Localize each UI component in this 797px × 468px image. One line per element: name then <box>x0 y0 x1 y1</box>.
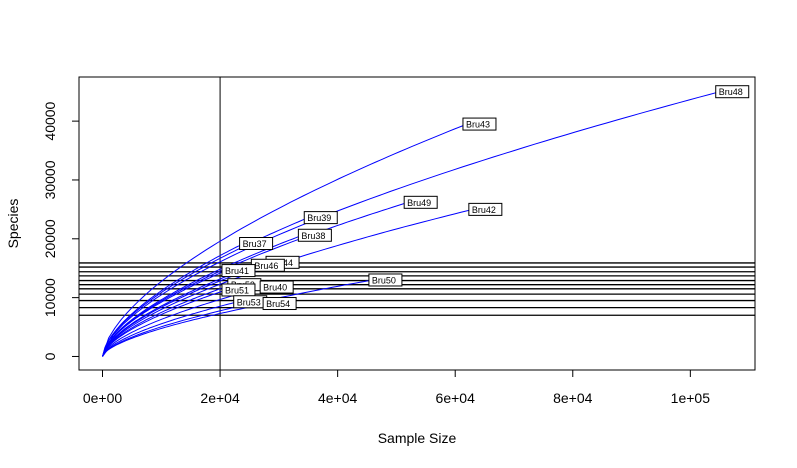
x-tick-label: 2e+04 <box>200 390 240 406</box>
rarefaction-curve <box>102 301 238 357</box>
curve-label: Bru38 <box>297 228 332 242</box>
rarefaction-curve <box>102 303 268 357</box>
curve-label-text: Bru39 <box>307 213 331 223</box>
curve-label-box <box>715 85 750 99</box>
curve-label: Bru54 <box>262 297 297 311</box>
curve-label-box <box>259 280 294 294</box>
y-tick-label: 10000 <box>42 278 58 317</box>
curve-label: Bru48 <box>715 85 750 99</box>
curve-label-text: Bru37 <box>243 239 267 249</box>
curve-label: Bru51 <box>221 283 256 297</box>
curve-label-text: Bru46 <box>254 261 278 271</box>
x-tick-label: 4e+04 <box>318 390 358 406</box>
y-axis: 0 10000 20000 30000 40000 <box>42 101 80 360</box>
x-axis: 0e+00 2e+04 4e+04 6e+04 8e+04 1e+05 <box>83 369 711 406</box>
rarefaction-curve <box>102 289 227 357</box>
curve-label-text: Bru53 <box>237 297 261 307</box>
rarefaction-curve <box>102 123 468 357</box>
y-tick-label: 40000 <box>42 101 58 140</box>
curve-label-text: Bru41 <box>225 266 249 276</box>
y-tick-label: 20000 <box>42 219 58 258</box>
rarefaction-curves <box>102 91 720 357</box>
rarefaction-curve <box>102 270 227 357</box>
curve-label-text: Bru42 <box>472 205 496 215</box>
curve-label-text: Bru49 <box>407 198 431 208</box>
x-tick-label: 6e+04 <box>436 390 476 406</box>
y-axis-title: Species <box>5 199 21 249</box>
rarefaction-curve <box>102 243 244 357</box>
y-tick-label: 30000 <box>42 160 58 199</box>
curve-label: Bru42 <box>468 202 503 216</box>
curve-label-box <box>297 228 332 242</box>
curve-label-box <box>462 117 497 131</box>
curve-label: Bru37 <box>239 237 274 251</box>
curve-label: Bru49 <box>403 195 438 209</box>
curve-label-text: Bru48 <box>719 87 743 97</box>
curve-label: Bru40 <box>259 280 294 294</box>
curve-label-box <box>221 264 256 278</box>
curve-label-text: Bru54 <box>266 299 290 309</box>
x-tick-label: 0e+00 <box>83 390 123 406</box>
curve-labels: Bru48Bru43Bru49Bru42Bru39Bru38Bru37Bru44… <box>221 85 750 311</box>
curve-label-text: Bru38 <box>301 231 325 241</box>
y-tick-label: 0 <box>42 352 58 360</box>
x-axis-title: Sample Size <box>378 430 457 446</box>
curve-label-box <box>303 211 338 225</box>
x-tick-label: 1e+05 <box>671 390 711 406</box>
curve-label: Bru50 <box>368 273 403 287</box>
curve-label: Bru41 <box>221 264 256 278</box>
rarefaction-curve <box>102 217 309 357</box>
curve-label: Bru53 <box>233 295 268 309</box>
curve-label-box <box>368 273 403 287</box>
curve-label: Bru43 <box>462 117 497 131</box>
curve-label-box <box>468 202 503 216</box>
curve-label-text: Bru43 <box>466 120 490 130</box>
curve-label-text: Bru40 <box>263 283 287 293</box>
rarefaction-curve <box>102 201 409 357</box>
x-tick-label: 8e+04 <box>553 390 593 406</box>
curve-label-box <box>239 237 274 251</box>
curve-label: Bru46 <box>250 258 285 272</box>
rarefaction-curve <box>102 284 232 357</box>
curve-label: Bru39 <box>303 211 338 225</box>
curve-label-box <box>262 297 297 311</box>
curve-label-text: Bru50 <box>372 275 396 285</box>
curve-label-box <box>403 195 438 209</box>
rarefaction-curve <box>102 91 720 357</box>
curve-label-text: Bru51 <box>225 285 249 295</box>
